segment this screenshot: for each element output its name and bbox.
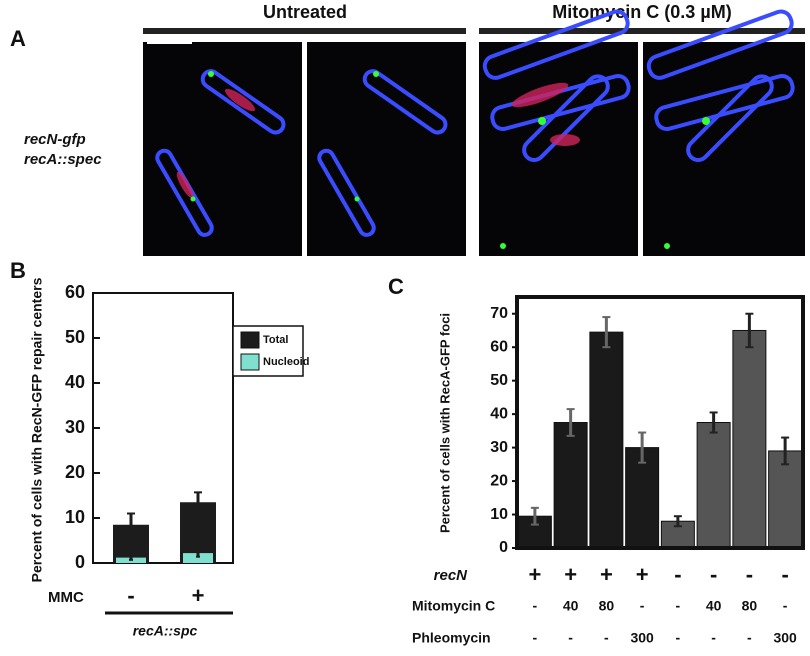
row-value: +: [600, 562, 613, 587]
row-value: +: [528, 562, 541, 587]
row-value: -: [710, 562, 717, 587]
row-value: -: [676, 630, 681, 646]
row-value: -: [674, 562, 681, 587]
legend-label: Nucleoid: [263, 356, 309, 368]
condition-label: Mitomycin C (0.3 µM): [552, 2, 731, 22]
row-value: -: [640, 598, 645, 614]
plot-frame: [515, 295, 805, 550]
panel-label: B: [10, 258, 26, 283]
row-value: -: [711, 630, 716, 646]
y-tick-label: 40: [490, 405, 508, 422]
y-tick-label: 30: [490, 439, 508, 456]
row-label: recN: [434, 567, 469, 584]
bar: [589, 331, 624, 549]
y-axis-label: Percent of cells with RecN-GFP repair ce…: [29, 277, 45, 582]
y-axis-label: Percent of cells with RecA-GFP foci: [437, 313, 452, 533]
row-value: -: [568, 630, 573, 646]
row-value: -: [783, 598, 788, 614]
strain-label: recN-gfp: [24, 131, 86, 148]
bar: [625, 447, 660, 549]
legend-swatch: [240, 353, 260, 371]
y-tick-label: 0: [75, 552, 85, 572]
row-value: 40: [563, 598, 579, 614]
group-label: recA::spc: [133, 623, 198, 639]
bar: [183, 553, 213, 563]
y-tick-label: 20: [490, 472, 508, 489]
panel-label: A: [10, 26, 26, 51]
y-tick-label: 20: [65, 462, 85, 482]
row-value: +: [564, 562, 577, 587]
y-tick-label: 30: [65, 417, 85, 437]
row-value: -: [746, 562, 753, 587]
x-tick-label: -: [127, 583, 134, 608]
micrographs: [143, 9, 805, 256]
y-tick-label: 60: [490, 338, 508, 355]
row-label: MMC: [48, 589, 84, 606]
row-value: -: [533, 598, 538, 614]
row-value: -: [533, 630, 538, 646]
legend-label: Total: [263, 334, 288, 346]
legend-swatch: [240, 331, 260, 349]
row-value: 80: [742, 598, 758, 614]
row-value: 300: [773, 630, 797, 646]
strain-label: recA::spec: [24, 151, 102, 168]
row-value: +: [636, 562, 649, 587]
row-value: -: [676, 598, 681, 614]
bar: [732, 329, 767, 549]
panel-label: C: [388, 274, 404, 299]
bar: [660, 520, 695, 549]
y-tick-label: 10: [65, 507, 85, 527]
y-tick-label: 10: [490, 506, 508, 523]
x-tick-label: +: [192, 583, 205, 608]
y-tick-label: 40: [65, 372, 85, 392]
row-value: -: [747, 630, 752, 646]
condition-label: Untreated: [263, 2, 347, 22]
bar: [768, 450, 803, 549]
bar: [696, 422, 731, 549]
row-value: 300: [630, 630, 654, 646]
row-label: Mitomycin C: [412, 598, 495, 614]
header-bar: [479, 28, 805, 34]
y-tick-label: 0: [499, 539, 508, 556]
header-bar: [143, 28, 466, 34]
y-tick-label: 50: [490, 372, 508, 389]
row-label: Phleomycin: [412, 630, 491, 646]
y-tick-label: 50: [65, 327, 85, 347]
bar: [553, 422, 588, 549]
y-tick-label: 60: [65, 282, 85, 302]
row-value: -: [781, 562, 788, 587]
row-value: 80: [599, 598, 615, 614]
row-value: 40: [706, 598, 722, 614]
y-tick-label: 70: [490, 305, 508, 322]
row-value: -: [604, 630, 609, 646]
